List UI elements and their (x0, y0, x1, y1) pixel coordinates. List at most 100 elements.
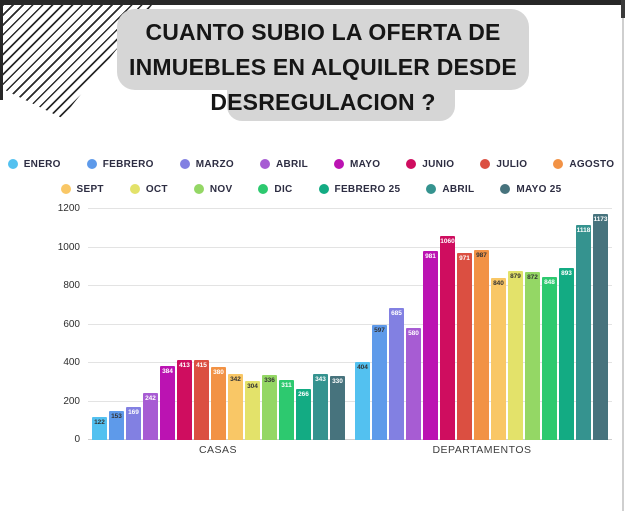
bar-departamentos-agosto: 987 (474, 250, 489, 440)
bar-value-label: 840 (493, 280, 504, 287)
y-tick-label-400: 400 (63, 357, 80, 368)
bar-value-label: 153 (111, 413, 122, 420)
bar-casas-mayo-25: 330 (330, 376, 345, 440)
bar-value-label: 872 (527, 274, 538, 281)
legend-label: ABRIL (442, 183, 475, 195)
legend-dot-icon (258, 184, 269, 194)
y-tick-label-1200: 1200 (57, 203, 80, 214)
legend-item-sept: SEPT (60, 183, 104, 195)
bar-departamentos-nov: 872 (525, 272, 540, 440)
bar-departamentos-junio: 1060 (440, 236, 455, 440)
bar-casas-junio: 413 (177, 360, 192, 440)
bar-casas-febrero-25: 266 (296, 389, 311, 440)
y-tick-label-1000: 1000 (57, 241, 80, 253)
legend-dot-icon (60, 184, 71, 194)
legend-label: MAYO 25 (516, 183, 562, 195)
legend-item-mayo-25: MAYO 25 (500, 184, 561, 195)
bar-departamentos-abril: 580 (406, 328, 421, 440)
bar-value-label: 1173 (593, 216, 608, 223)
bar-value-label: 311 (281, 382, 292, 389)
bar-value-label: 336 (264, 377, 275, 384)
bar-value-label: 169 (128, 409, 139, 416)
legend-item-enero: ENERO (7, 159, 61, 170)
bar-departamentos-febrero-25: 893 (559, 268, 574, 440)
y-tick-label-600: 600 (63, 318, 80, 330)
legend-label: JUNIO (422, 158, 455, 170)
legend-item-julio: JULIO (480, 159, 527, 170)
legend-item-marzo: MARZO (179, 158, 234, 170)
legend-dot-icon (129, 184, 140, 194)
legend-label: DIC (274, 183, 293, 195)
legend-item-oct: OCT (129, 183, 168, 195)
bar-value-label: 304 (247, 383, 258, 390)
bar-value-label: 685 (391, 310, 402, 317)
bar-value-label: 879 (510, 273, 521, 280)
legend-label: SEPT (76, 183, 104, 195)
x-axis-labels: CASAS DEPARTAMENTOS (88, 444, 612, 460)
legend-label: JULIO (496, 158, 528, 170)
bar-casas-abril: 242 (143, 393, 158, 440)
legend-item-mayo: MAYO (334, 159, 380, 170)
y-tick-label-200: 200 (63, 395, 80, 407)
gridline-1200 (88, 208, 612, 209)
legend-dot-icon (318, 184, 329, 194)
gridline-400 (88, 362, 612, 363)
legend-dot-icon (553, 159, 564, 169)
chart-legend-row-2: SEPT OCT NOV DIC FEBRERO 25 ABRIL MAYO 25 (0, 181, 622, 197)
bar-value-label: 342 (230, 376, 241, 383)
bar-casas-julio: 415 (194, 360, 209, 440)
legend-dot-icon (406, 159, 417, 169)
legend-dot-icon (480, 159, 491, 169)
bar-value-label: 848 (544, 279, 555, 286)
bar-value-label: 343 (315, 376, 326, 383)
y-tick-label-800: 800 (63, 280, 80, 291)
gridline-200 (88, 400, 612, 402)
bar-value-label: 413 (179, 362, 190, 369)
page-edge-corner (621, 0, 625, 18)
bar-casas-febrero: 153 (109, 411, 124, 440)
legend-dot-icon (259, 159, 270, 169)
legend-dot-icon (7, 159, 18, 169)
legend-label: MARZO (195, 158, 234, 170)
bar-value-label: 597 (374, 327, 385, 334)
bar-group-casas: 122 153 169 242 384 413 415 380 342 304 336 311 266 3… (92, 360, 345, 440)
bar-value-label: 380 (213, 369, 224, 376)
bar-departamentos-marzo: 685 (389, 308, 404, 440)
bar-value-label: 404 (357, 364, 368, 371)
legend-label: FEBRERO 25 (334, 183, 401, 195)
legend-label: OCT (145, 183, 168, 195)
page-title: CUANTO SUBIO LA OFERTA DE INMUEBLES EN A… (117, 15, 529, 120)
bar-value-label: 266 (298, 391, 309, 398)
legend-dot-icon (500, 184, 511, 194)
chart-legend-row-1: ENERO FEBRERO MARZO ABRIL MAYO JUNIO JULIO AGOS… (0, 156, 622, 172)
x-axis-label-casas: CASAS (198, 444, 238, 456)
bar-value-label: 384 (162, 368, 173, 375)
legend-dot-icon (193, 184, 204, 194)
legend-label: NOV (209, 183, 233, 195)
bar-value-label: 971 (459, 255, 470, 262)
legend-item-febrero: FEBRERO (86, 159, 154, 170)
bar-casas-marzo: 169 (126, 407, 141, 440)
bar-casas-abril: 343 (313, 374, 328, 440)
title-line-2: INMUEBLES EN ALQUILER DESDE (129, 54, 517, 80)
plot-area: 0 200 400 600 800 1000 1200 122 153 169 242 384 413 4… (58, 203, 612, 445)
title-line-3: DESREGULACION ? (210, 89, 436, 115)
bar-departamentos-abril: 1118 (576, 225, 591, 440)
legend-item-abril: ABRIL (259, 158, 308, 170)
bar-departamentos-mayo-25: 1173 (593, 214, 608, 440)
bar-value-label: 122 (94, 419, 105, 426)
gridline-0 (88, 439, 612, 440)
legend-label: ABRIL (275, 158, 308, 170)
bar-departamentos-febrero: 597 (372, 325, 387, 440)
bar-chart: ENERO FEBRERO MARZO ABRIL MAYO JUNIO JULIO AGOS… (0, 156, 622, 460)
legend-dot-icon (179, 159, 190, 169)
legend-dot-icon (86, 159, 97, 169)
bar-departamentos-dic: 848 (542, 277, 557, 440)
legend-item-agosto: AGOSTO (553, 159, 614, 170)
bar-value-label: 580 (408, 330, 419, 337)
bar-departamentos-sept: 840 (491, 278, 506, 440)
legend-label: AGOSTO (569, 158, 615, 170)
bar-departamentos-julio: 971 (457, 253, 472, 440)
legend-item-abril: ABRIL (426, 184, 474, 195)
